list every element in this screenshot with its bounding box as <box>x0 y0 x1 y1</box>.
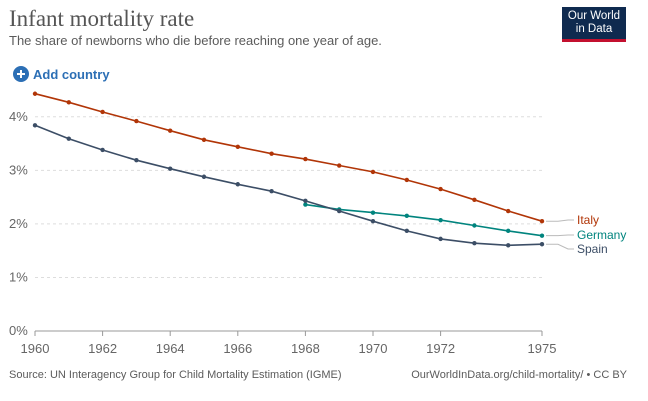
x-tick-label: 1972 <box>426 341 455 356</box>
logo-line-1: Our World <box>567 10 621 22</box>
y-tick-label: 0% <box>9 323 28 338</box>
y-tick-label: 4% <box>9 109 28 124</box>
logo-line-2: in Data <box>575 23 613 35</box>
data-point-italy <box>134 118 139 124</box>
y-tick-label: 2% <box>9 216 28 231</box>
chart-title: Infant mortality rate <box>9 6 195 31</box>
data-point-italy <box>404 177 409 183</box>
label-connector-germany <box>546 234 574 237</box>
data-point-spain <box>472 240 477 246</box>
add-country-button[interactable]: Add country <box>13 65 110 83</box>
y-tick-label: 3% <box>9 162 28 177</box>
x-tick-label: 1962 <box>88 341 117 356</box>
data-point-germany <box>506 228 511 234</box>
series-line-italy <box>34 92 543 222</box>
data-point-spain <box>100 147 105 153</box>
footer-attribution: OurWorldInData.org/child-mortality/ • CC… <box>411 369 627 381</box>
data-point-spain <box>337 208 342 214</box>
data-point-italy <box>168 128 173 133</box>
plus-circle-icon <box>13 66 29 82</box>
label-connector-spain <box>546 243 574 250</box>
x-tick-label: 1968 <box>291 341 320 356</box>
data-point-italy <box>100 109 105 115</box>
data-point-spain <box>168 166 173 171</box>
owid-logo[interactable]: Our World in Data <box>562 7 626 42</box>
y-tick-label: 1% <box>9 269 28 284</box>
x-tick-label: 1960 <box>21 341 50 356</box>
data-point-italy <box>235 144 240 149</box>
source-note: Source: UN Interagency Group for Child M… <box>9 369 342 381</box>
data-point-italy <box>337 163 342 168</box>
data-point-italy <box>201 137 207 143</box>
data-point-italy <box>539 219 545 224</box>
data-point-spain <box>269 189 274 194</box>
series-line-spain <box>34 124 543 247</box>
data-point-germany <box>370 210 376 215</box>
data-point-germany <box>438 217 443 223</box>
data-point-germany <box>404 213 409 219</box>
series-label-italy: Italy <box>577 213 599 227</box>
source-link[interactable]: OurWorldInData.org/child-mortality/ <box>411 369 584 381</box>
data-point-italy <box>269 151 274 156</box>
data-point-italy <box>32 91 38 96</box>
data-point-germany <box>539 233 545 238</box>
x-tick-label: 1966 <box>223 341 252 356</box>
data-point-spain <box>134 157 139 163</box>
data-point-italy <box>438 186 443 192</box>
data-point-italy <box>370 169 376 175</box>
data-point-italy <box>303 156 308 162</box>
series-label-germany: Germany <box>577 228 626 242</box>
data-point-spain <box>438 236 443 242</box>
license-label: • CC BY <box>586 369 627 381</box>
series-line-germany <box>305 203 543 237</box>
data-point-spain <box>66 136 72 141</box>
data-point-italy <box>472 197 477 202</box>
data-point-spain <box>201 174 207 179</box>
data-point-spain <box>370 219 376 224</box>
data-point-spain <box>235 182 240 187</box>
data-point-spain <box>303 198 308 204</box>
data-point-germany <box>472 223 477 228</box>
x-tick-label: 1975 <box>528 341 557 356</box>
data-point-spain <box>539 242 545 247</box>
x-tick-label: 1970 <box>359 341 388 356</box>
data-point-italy <box>66 100 72 105</box>
x-tick-label: 1964 <box>156 341 185 356</box>
data-point-spain <box>32 123 38 128</box>
data-point-spain <box>404 228 409 234</box>
label-connector-italy <box>546 219 574 222</box>
data-point-spain <box>506 243 511 248</box>
chart-subtitle: The share of newborns who die before rea… <box>9 33 382 48</box>
series-label-spain: Spain <box>577 242 608 256</box>
add-country-label: Add country <box>33 66 110 82</box>
data-point-germany <box>303 202 308 207</box>
data-point-italy <box>506 208 511 214</box>
